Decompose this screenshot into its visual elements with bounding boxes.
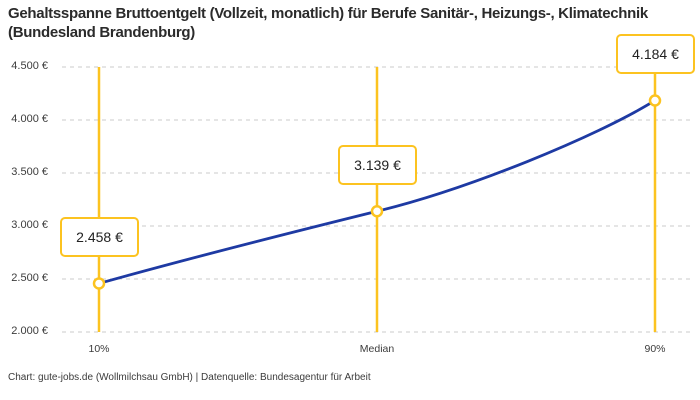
x-axis-tick-label: Median: [359, 343, 395, 355]
y-axis-tick-label: 3.500 €: [11, 166, 48, 178]
chart-title: Gehaltsspanne Bruttoentgelt (Vollzeit, m…: [8, 5, 648, 41]
y-axis-tick-label: 2.500 €: [11, 272, 48, 284]
data-point-marker: [648, 94, 662, 107]
x-axis-tick-label: 90%: [644, 343, 666, 355]
chart-source-note: Chart: gute-jobs.de (Wollmilchsau GmbH) …: [8, 372, 371, 383]
data-point-marker: [92, 277, 106, 290]
value-label: 4.184 €: [616, 34, 695, 74]
y-axis-tick-label: 2.000 €: [11, 325, 48, 337]
data-point-marker: [370, 205, 384, 218]
y-axis-tick-label: 4.000 €: [11, 113, 48, 125]
x-axis-tick-label: 10%: [88, 343, 110, 355]
value-label: 2.458 €: [60, 217, 139, 257]
y-axis-tick-label: 4.500 €: [11, 60, 48, 72]
value-label: 3.139 €: [338, 145, 417, 185]
y-axis-tick-label: 3.000 €: [11, 219, 48, 231]
